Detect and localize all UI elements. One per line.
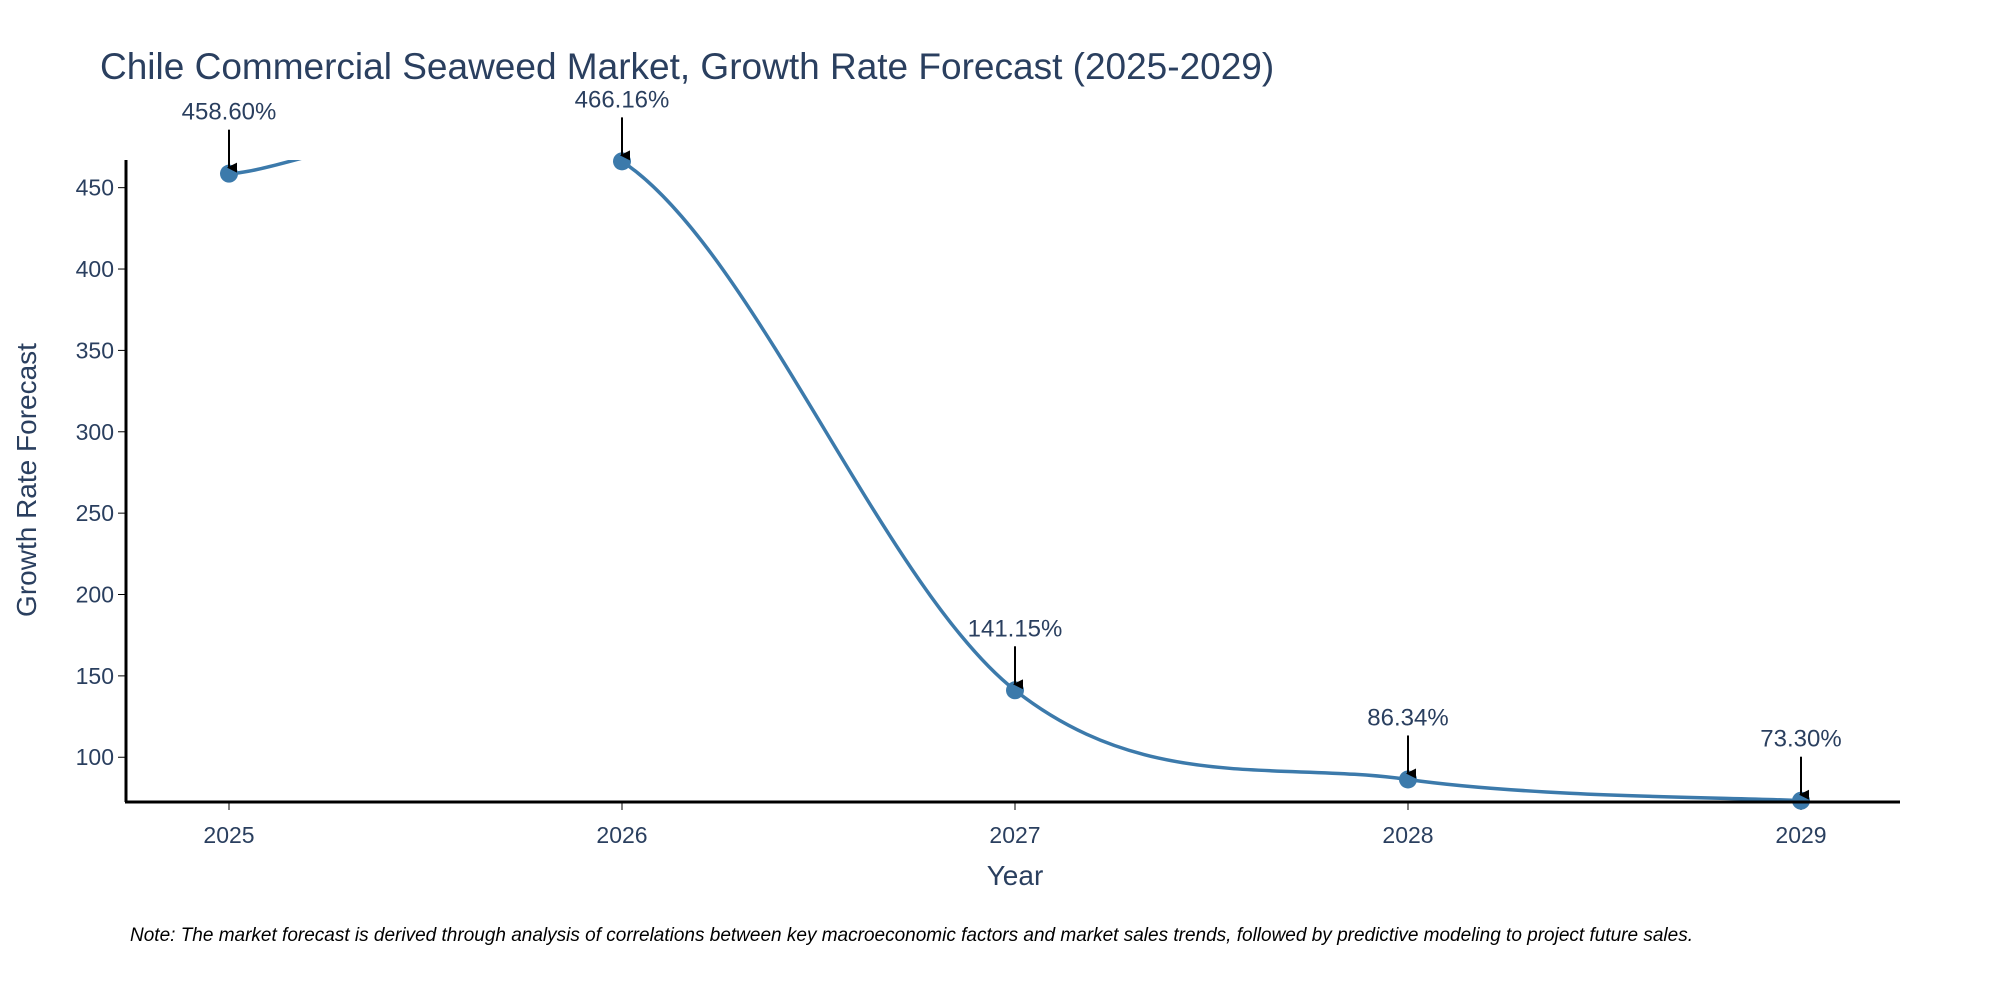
x-tick-label: 2026: [596, 822, 647, 848]
x-tick-label: 2028: [1382, 822, 1433, 848]
data-label: 141.15%: [968, 615, 1063, 642]
y-axis-ticks: 100 150 200 250 300 350 400 450: [76, 175, 126, 770]
y-tick-label: 100: [76, 744, 114, 770]
data-label: 458.60%: [182, 99, 277, 126]
y-tick-label: 300: [76, 419, 114, 445]
y-axis-title: Growth Rate Forecast: [11, 343, 42, 617]
data-label: 86.34%: [1367, 704, 1448, 731]
data-point-markers: [220, 152, 1810, 810]
data-labels: 458.60% 466.16% 141.15% 86.34% 73.30%: [182, 86, 1842, 800]
y-tick-label: 450: [76, 175, 114, 201]
data-label: 73.30%: [1760, 726, 1841, 753]
y-tick-label: 400: [76, 256, 114, 282]
footnote: Note: The market forecast is derived thr…: [130, 925, 1693, 946]
x-tick-label: 2029: [1775, 822, 1826, 848]
y-tick-label: 250: [76, 500, 114, 526]
y-tick-label: 150: [76, 663, 114, 689]
data-label: 466.16%: [575, 86, 670, 113]
y-tick-label: 350: [76, 337, 114, 363]
growth-rate-line: [227, 160, 1803, 802]
chart-title: Chile Commercial Seaweed Market, Growth …: [100, 46, 1274, 87]
x-tick-label: 2027: [989, 822, 1040, 848]
y-tick-label: 200: [76, 582, 114, 608]
x-axis-ticks: 2025 2026 2027 2028 2029: [203, 802, 1827, 848]
x-tick-label: 2025: [203, 822, 254, 848]
x-axis-title: Year: [987, 860, 1044, 891]
